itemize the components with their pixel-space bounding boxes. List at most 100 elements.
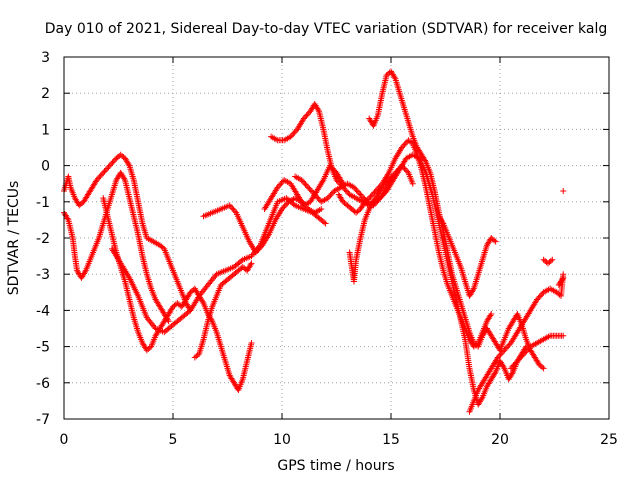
data-point: [505, 342, 512, 349]
data-point: [333, 177, 340, 184]
data-point: [352, 185, 359, 192]
data-point: [101, 168, 108, 175]
data-point: [106, 162, 113, 169]
x-tick-label: 15: [382, 432, 400, 448]
data-point: [353, 187, 360, 194]
data-point: [390, 173, 397, 180]
data-point: [509, 370, 516, 377]
data-point: [282, 201, 289, 208]
data-point: [374, 198, 381, 205]
data-point: [279, 206, 285, 213]
data-point: [342, 187, 349, 194]
data-point: [560, 274, 567, 281]
y-tick-label: -2: [36, 231, 50, 247]
data-point: [329, 165, 336, 172]
data-point: [375, 185, 382, 192]
data-point: [547, 257, 554, 264]
data-point: [343, 188, 350, 195]
chart-title: Day 010 of 2021, Sidereal Day-to-day VTE…: [45, 21, 607, 37]
data-point: [230, 206, 237, 213]
data-point: [402, 166, 409, 173]
data-point: [226, 202, 233, 209]
x-tick-label: 20: [491, 432, 509, 448]
data-point: [280, 204, 287, 211]
data-point: [507, 365, 514, 372]
data-point: [100, 169, 107, 176]
series-arc-11: [507, 332, 567, 372]
data-point: [402, 140, 409, 147]
data-point: [121, 175, 128, 182]
data-point: [398, 144, 405, 151]
data-point: [366, 195, 373, 202]
y-tick-label: -7: [36, 412, 50, 428]
data-point: [318, 206, 325, 213]
y-tick-label: 1: [41, 122, 50, 138]
data-point: [301, 179, 308, 186]
data-point: [515, 356, 522, 363]
data-point: [302, 181, 309, 188]
data-point: [487, 312, 494, 319]
data-point: [248, 260, 255, 267]
data-point: [535, 295, 542, 302]
data-point: [372, 187, 379, 194]
data-point: [248, 339, 255, 346]
data-point: [361, 195, 368, 202]
data-point: [357, 191, 364, 198]
series-arc-14: [261, 162, 347, 213]
data-point: [199, 298, 206, 305]
data-point: [227, 203, 234, 210]
data-point: [358, 193, 365, 200]
data-point: [401, 141, 408, 148]
data-point: [112, 156, 119, 163]
data-point: [303, 182, 310, 189]
series-arc-15: [191, 260, 255, 361]
data-point: [340, 180, 347, 187]
data-point: [291, 129, 298, 136]
data-point: [105, 164, 112, 171]
data-point: [536, 293, 543, 300]
data-point: [194, 352, 201, 359]
data-point: [473, 341, 480, 348]
data-point: [510, 362, 517, 369]
series-arc-5: [200, 195, 325, 256]
data-point: [354, 188, 361, 195]
data-point: [549, 256, 556, 263]
series-arc-13: [292, 173, 397, 209]
data-point: [247, 261, 254, 268]
data-point: [327, 192, 334, 199]
data-point: [252, 249, 259, 256]
data-point: [64, 215, 71, 222]
data-point: [275, 182, 282, 189]
data-point: [302, 114, 309, 121]
data-point: [374, 186, 381, 193]
data-point: [229, 205, 236, 212]
data-point: [96, 174, 103, 181]
x-tick-labels: 0 5 10 15 20 25: [60, 432, 618, 448]
y-tick-label: -3: [36, 267, 50, 283]
data-point: [304, 111, 311, 118]
data-point: [540, 365, 547, 372]
data-point: [256, 245, 263, 252]
data-points: [61, 68, 567, 415]
series-arc-2: [61, 169, 172, 325]
y-tick-label: -5: [36, 340, 50, 356]
data-point: [497, 351, 504, 358]
y-tick-label: -1: [36, 195, 50, 211]
data-point: [404, 168, 411, 175]
data-point: [368, 192, 375, 199]
data-point: [488, 311, 495, 318]
data-point: [255, 246, 262, 253]
data-point: [159, 244, 166, 251]
data-point: [373, 199, 380, 206]
data-point: [277, 181, 284, 188]
data-point: [328, 190, 335, 197]
data-point: [315, 106, 322, 113]
data-point: [274, 184, 281, 191]
series-arc-16: [540, 256, 556, 267]
data-point: [328, 164, 335, 171]
y-tick-label: -4: [36, 303, 50, 319]
data-point: [409, 180, 416, 187]
data-point: [370, 190, 377, 197]
data-point: [102, 166, 109, 173]
